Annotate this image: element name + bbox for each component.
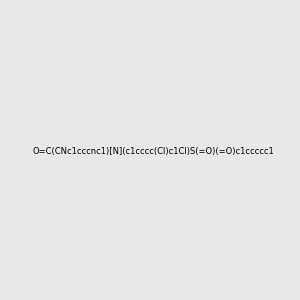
Text: O=C(CNc1cccnc1)[N](c1cccc(Cl)c1Cl)S(=O)(=O)c1ccccc1: O=C(CNc1cccnc1)[N](c1cccc(Cl)c1Cl)S(=O)(… [33, 147, 274, 156]
